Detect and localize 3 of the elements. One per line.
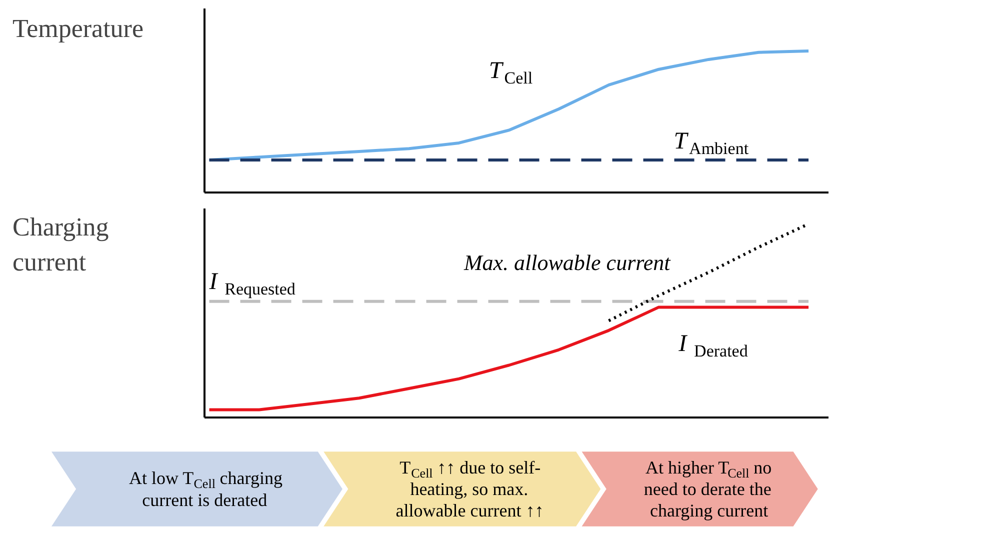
y-axis-title: Temperature: [12, 14, 144, 43]
y-axis-title: Charging current: [12, 212, 109, 276]
series-label: Max. allowable current: [462, 250, 672, 276]
